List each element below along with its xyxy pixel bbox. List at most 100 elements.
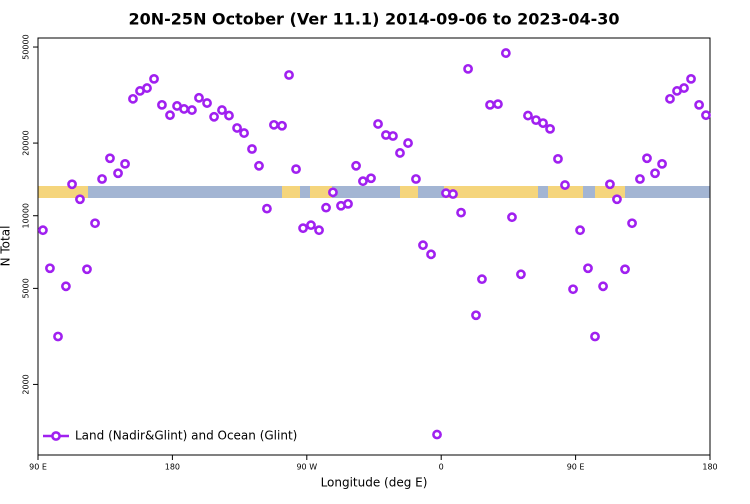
data-point (477, 274, 487, 285)
data-point (598, 281, 608, 292)
data-point (105, 153, 115, 164)
data-point (650, 168, 660, 179)
data-point (217, 105, 227, 115)
data-point (232, 123, 242, 133)
data-point (395, 148, 405, 158)
map-strip (38, 186, 710, 198)
data-point (665, 93, 675, 104)
data-point (298, 223, 308, 234)
data-point (306, 220, 316, 231)
data-point (291, 164, 301, 175)
data-point (388, 131, 398, 141)
data-point (403, 138, 413, 148)
x-tick-label: 90 E (567, 463, 585, 472)
data-point (202, 98, 212, 108)
data-point (679, 83, 689, 93)
data-point (560, 180, 570, 190)
data-point (500, 48, 511, 58)
y-tick-label: 5000 (22, 278, 31, 298)
data-point (373, 119, 383, 129)
data-point (75, 194, 85, 205)
data-point (523, 110, 533, 121)
data-point (516, 269, 526, 280)
x-tick-label: 180 (165, 463, 180, 472)
data-point (426, 249, 436, 260)
data-point (432, 429, 442, 440)
data-point (553, 153, 563, 164)
x-axis-label: Longitude (deg E) (321, 476, 428, 490)
land-strip (38, 186, 88, 198)
data-point (620, 264, 630, 275)
data-point (284, 70, 294, 80)
legend-marker (51, 431, 61, 441)
data-point (538, 118, 548, 128)
y-tick-label: 20000 (22, 130, 31, 155)
y-tick-label: 2000 (22, 374, 31, 394)
data-point (194, 92, 204, 103)
data-point (366, 173, 376, 184)
data-point (262, 203, 272, 214)
data-point (493, 99, 503, 110)
data-point (701, 110, 711, 121)
y-tick-label: 50000 (22, 34, 31, 59)
data-point (635, 174, 645, 184)
data-point (485, 99, 495, 110)
data-point (247, 144, 257, 154)
data-point (507, 212, 517, 223)
data-point (120, 158, 130, 169)
data-point (224, 110, 234, 121)
data-point (61, 281, 71, 292)
data-point (642, 153, 652, 164)
data-point (128, 93, 138, 104)
data-point (456, 207, 466, 218)
x-tick-label: 90 W (296, 463, 317, 472)
data-point (239, 128, 249, 138)
land-strip (400, 186, 418, 198)
legend-label: Land (Nadir&Glint) and Ocean (Glint) (75, 429, 297, 443)
data-point (157, 99, 167, 110)
data-point (165, 110, 175, 121)
x-tick-label: 180 (702, 463, 717, 472)
data-point (179, 104, 189, 114)
data-point (605, 179, 615, 190)
land-strip (444, 186, 538, 198)
data-point (568, 284, 578, 295)
data-point (67, 179, 77, 190)
data-point (657, 158, 667, 169)
data-point (583, 263, 593, 274)
data-point (254, 160, 264, 171)
data-point (590, 331, 600, 342)
data-point (53, 331, 63, 342)
data-point (358, 176, 368, 187)
land-strip (282, 186, 300, 198)
data-point (82, 264, 92, 275)
data-point (351, 160, 361, 171)
data-point (113, 168, 123, 179)
data-point (448, 189, 458, 199)
data-point (314, 225, 324, 236)
data-point (418, 240, 428, 251)
data-point (343, 198, 353, 209)
y-axis-label: N Total (0, 226, 13, 267)
x-tick-label: 0 (439, 463, 444, 472)
data-point (142, 83, 152, 93)
data-point (694, 99, 704, 110)
data-point (463, 63, 473, 74)
data-point (627, 218, 637, 229)
data-point (328, 187, 338, 198)
data-point (149, 73, 159, 84)
data-point (686, 73, 696, 84)
data-point (38, 225, 48, 236)
data-point (321, 202, 331, 213)
ocean-strip (38, 186, 710, 198)
plot-frame (37, 37, 711, 456)
land-strip (548, 186, 583, 198)
x-tick-label: 90 E (29, 463, 47, 472)
data-point (97, 174, 107, 184)
data-point (277, 120, 287, 131)
data-point (90, 218, 100, 229)
data-point (411, 174, 421, 184)
data-point (575, 225, 585, 236)
